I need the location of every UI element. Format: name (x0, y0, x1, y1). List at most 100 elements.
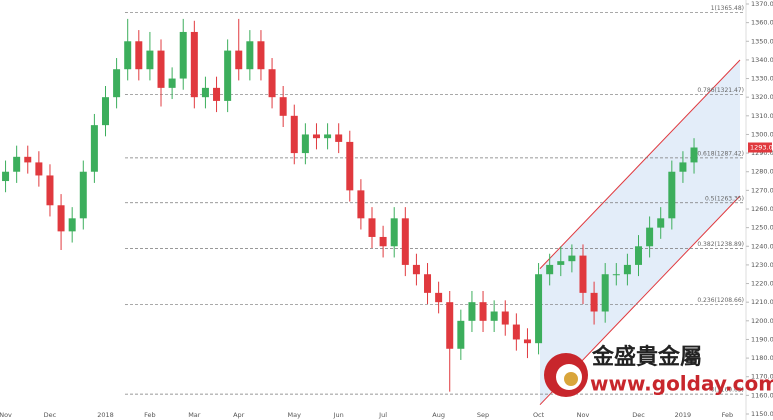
y-tick-label: 1260.00 (751, 205, 773, 213)
candle-body (601, 274, 609, 312)
y-tick-label: 1170.00 (751, 373, 773, 381)
y-tick-label: 1250.00 (751, 224, 773, 232)
candle-body (379, 236, 387, 247)
x-tick-label: Sep (477, 411, 489, 419)
y-tick-label: 1280.00 (751, 168, 773, 176)
x-tick-label: Mar (188, 411, 201, 419)
candle-body (324, 134, 332, 139)
candle-body (668, 171, 676, 219)
candle-body (168, 78, 176, 88)
x-tick-label: Feb (144, 411, 156, 419)
candle-body (90, 125, 98, 172)
candle-body (124, 41, 132, 70)
x-tick-label: 2018 (97, 411, 114, 419)
fib-label: 0.382(1238.89) (697, 241, 744, 248)
candle-body (401, 218, 409, 265)
candle-body (412, 264, 420, 275)
candle-body (279, 97, 287, 116)
candle-body (101, 97, 109, 126)
x-tick-label: Dec (44, 411, 57, 419)
candle-body (623, 264, 631, 275)
brand-name: 金盛貴金屬 (591, 344, 702, 370)
y-tick-label: 1320.00 (751, 93, 773, 101)
fib-label: 0.5(1263.35) (705, 195, 744, 202)
y-tick-label: 1210.00 (751, 298, 773, 306)
y-tick-label: 1340.00 (751, 56, 773, 64)
x-tick-label: Jun (333, 411, 344, 419)
candle-body (179, 31, 187, 79)
candle-body (690, 147, 698, 163)
candle-body (24, 156, 32, 163)
candle-body (201, 87, 209, 98)
y-tick-label: 1290.00 (751, 149, 773, 157)
fib-label: 0.236(1208.66) (697, 297, 744, 304)
candle-body (57, 205, 65, 232)
fib-label: 0.786(1321.47) (697, 87, 744, 94)
candle-body (568, 255, 576, 262)
candle-body (235, 50, 243, 70)
candle-body (535, 274, 543, 344)
candle-body (457, 320, 465, 349)
y-tick-label: 1230.00 (751, 261, 773, 269)
candle-body (312, 134, 320, 139)
candle-body (523, 339, 531, 344)
candle-body (190, 31, 198, 98)
fib-label: 0.618(1287.42) (697, 150, 744, 157)
candle-body (679, 162, 687, 172)
candle-body (68, 218, 76, 232)
brand-url: www.golday.com (590, 372, 773, 396)
candle-body (646, 227, 654, 247)
y-tick-label: 1190.00 (751, 335, 773, 343)
candle-body (435, 292, 443, 303)
y-tick-label: 1350.00 (751, 37, 773, 45)
candle-body (590, 292, 598, 312)
channel-fill (540, 60, 740, 405)
candle-body (557, 261, 565, 265)
y-tick-label: 1330.00 (751, 75, 773, 83)
candle-body (224, 50, 232, 101)
candle-body (424, 274, 432, 293)
x-tick-label: 2019 (675, 411, 692, 419)
candle-body (346, 141, 354, 191)
candle-body (657, 218, 665, 228)
candle-body (635, 246, 643, 265)
candle-body (146, 50, 154, 70)
x-tick-label: Jul (378, 411, 387, 419)
x-tick-label: Dec (632, 411, 645, 419)
candle-body (290, 115, 298, 154)
candle-body (368, 218, 376, 237)
y-tick-label: 1150.00 (751, 410, 773, 418)
last-price-label: 1293.00 (750, 144, 773, 152)
y-tick-label: 1160.00 (751, 391, 773, 399)
candle-body (446, 302, 454, 349)
candle-body (213, 87, 221, 101)
candle-body (2, 171, 10, 182)
y-tick-label: 1360.00 (751, 19, 773, 27)
x-tick-label: Nov (0, 411, 12, 419)
candle-body (13, 156, 21, 172)
candle-body (357, 190, 365, 219)
candle-body (468, 302, 476, 321)
x-tick-label: Feb (722, 411, 734, 419)
candle-body (35, 162, 43, 176)
y-tick-label: 1300.00 (751, 130, 773, 138)
candle-body (579, 255, 587, 293)
candle-body (157, 50, 165, 88)
x-tick-label: Aug (432, 411, 445, 419)
x-tick-label: Apr (233, 411, 245, 419)
last-price-box (748, 142, 772, 153)
fib-label: 0(1160.65) (711, 387, 744, 394)
candle-body (479, 302, 487, 321)
fib-label: 1(1365.48) (711, 5, 744, 12)
candle-body (135, 41, 143, 70)
y-tick-label: 1200.00 (751, 317, 773, 325)
candle-body (512, 324, 520, 340)
candle-body (301, 134, 309, 154)
candle-body (113, 69, 121, 98)
x-tick-label: Oct (533, 411, 545, 419)
candle-body (501, 311, 509, 325)
y-tick-label: 1180.00 (751, 354, 773, 362)
x-tick-label: May (288, 411, 302, 419)
candle-body (46, 175, 54, 206)
